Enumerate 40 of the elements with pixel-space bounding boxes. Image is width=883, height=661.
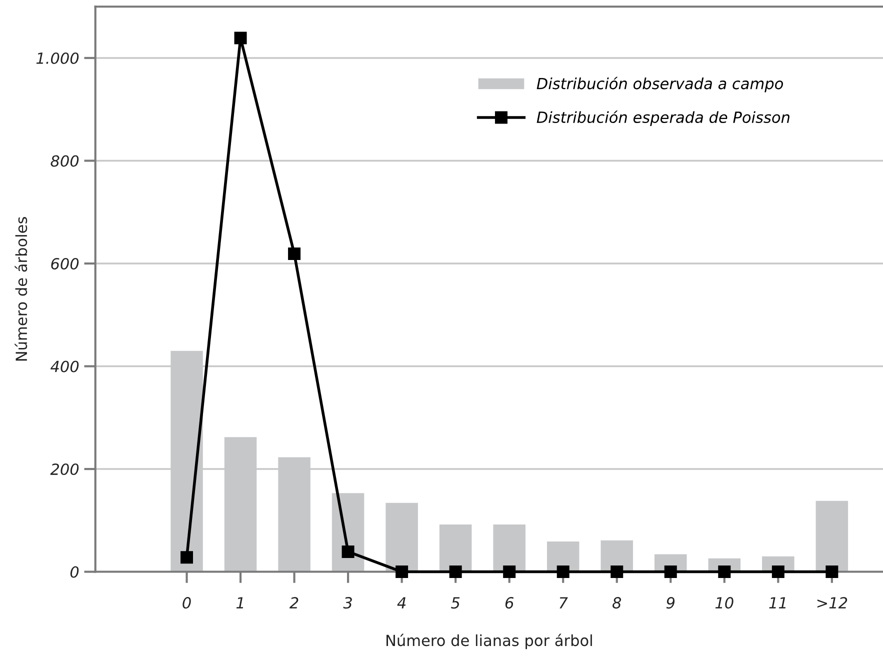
x-tick-label: 4 [397, 597, 406, 608]
legend-label: Distribución esperada de Poisson [536, 110, 790, 126]
point [610, 566, 624, 578]
x-tick-label: >12 [817, 597, 848, 608]
point [664, 566, 677, 578]
point [718, 566, 731, 578]
point [556, 566, 570, 578]
x-tick-label: 6 [505, 597, 514, 609]
x-tick-label: 2 [289, 597, 298, 608]
bar [493, 524, 526, 572]
x-tick-label: 1 [236, 597, 244, 608]
x-tick-label: 9 [666, 597, 675, 609]
point [288, 247, 301, 260]
point [826, 566, 838, 578]
bar [386, 502, 418, 572]
y-tick-label: 400 [50, 360, 79, 372]
x-tick-label: 10 [715, 597, 734, 609]
point [772, 566, 784, 578]
x-tick-label: 7 [560, 597, 568, 608]
point [342, 545, 354, 558]
x-tick-label: 8 [612, 597, 622, 609]
y-tick-label: 800 [50, 155, 79, 167]
x-tick-label: 3 [343, 597, 352, 609]
bar [816, 500, 848, 572]
x-tick-label: 11 [769, 597, 786, 608]
y-axis-title: Número de árboles [14, 217, 28, 361]
legend-label: Distribución observada a campo [536, 76, 783, 92]
point [396, 566, 408, 578]
x-axis-title: Número de lianas por árbol [386, 634, 592, 650]
x-tick-label: 0 [182, 597, 191, 609]
point [180, 551, 194, 564]
y-tick-label: 1.000 [36, 52, 79, 64]
x-tick-label: 5 [451, 597, 460, 609]
point [449, 566, 462, 578]
bar [439, 524, 472, 572]
y-tick-label: 0 [70, 566, 79, 578]
y-tick-label: 600 [51, 258, 79, 270]
point [234, 32, 247, 44]
point [503, 566, 516, 578]
y-tick-label: 200 [50, 463, 79, 476]
